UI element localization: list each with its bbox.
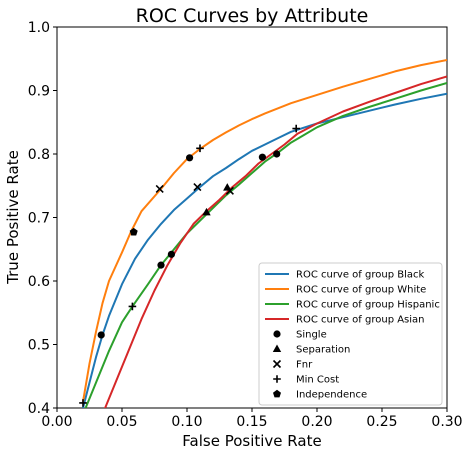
marker-plus [196, 144, 204, 153]
y-tick-label: 0.5 [28, 338, 50, 354]
y-axis-label: True Positive Rate [4, 150, 22, 285]
marker-circle [167, 250, 175, 258]
marker-triangle [223, 183, 232, 191]
y-axis: 0.4 0.5 0.6 0.7 0.8 0.9 1.0 [28, 20, 57, 417]
legend-box [258, 262, 443, 406]
x-tick-label: 0.00 [41, 414, 72, 430]
legend-label: Separation [296, 345, 350, 356]
marker-plus [79, 399, 87, 407]
marker-circle [258, 153, 266, 161]
legend-label: Single [296, 330, 327, 341]
marker-x [193, 182, 202, 192]
legend-marker-plus [273, 375, 281, 383]
legend-label: Independence [296, 390, 367, 401]
legend-label: ROC curve of group Asian [296, 315, 425, 326]
y-tick-label: 0.7 [28, 211, 50, 227]
x-tick-label: 0.25 [366, 414, 397, 430]
legend-marker-pentagon [273, 389, 281, 398]
legend-label: Fnr [296, 360, 313, 371]
legend-label: ROC curve of group Black [296, 270, 424, 281]
marker-pentagon [129, 227, 138, 236]
y-tick-label: 0.4 [28, 401, 50, 417]
legend: ROC curve of group Black ROC curve of gro… [258, 262, 443, 406]
y-tick-label: 0.9 [28, 84, 50, 100]
legend-label: ROC curve of group Hispanic [296, 300, 440, 311]
marker-circle [157, 261, 165, 269]
legend-marker-x [272, 359, 282, 369]
plot-area [82, 59, 447, 408]
x-tick-label: 0.15 [236, 414, 267, 430]
x-tick-label: 0.05 [106, 414, 137, 430]
legend-marker-circle [273, 330, 281, 338]
series-line-0 [82, 92, 447, 408]
x-axis: 0.00 0.05 0.10 0.15 0.20 0.25 0.30 [41, 408, 463, 430]
legend-label: Min Cost [296, 375, 339, 386]
series-line-3 [104, 75, 447, 408]
series-line-1 [82, 59, 447, 402]
y-tick-label: 0.8 [28, 147, 50, 163]
marker-plus [128, 302, 137, 311]
marker-triangle [202, 207, 211, 216]
marker-circle [97, 331, 105, 339]
x-tick-label: 0.20 [301, 414, 332, 430]
marker-x [155, 184, 164, 193]
marker-plus [292, 124, 300, 133]
marker-layer [79, 124, 300, 407]
x-axis-label: False Positive Rate [182, 432, 321, 450]
marker-x [225, 186, 234, 195]
legend-label: ROC curve of group White [296, 285, 426, 296]
chart-title: ROC Curves by Attribute [136, 5, 369, 27]
series-line-2 [84, 81, 447, 408]
legend-marker-triangle [272, 344, 282, 352]
y-tick-label: 0.6 [28, 274, 50, 290]
x-tick-label: 0.30 [431, 414, 462, 430]
marker-circle [273, 150, 281, 158]
marker-circle [186, 154, 194, 162]
y-tick-label: 1.0 [28, 20, 50, 36]
x-tick-label: 0.10 [171, 414, 202, 430]
